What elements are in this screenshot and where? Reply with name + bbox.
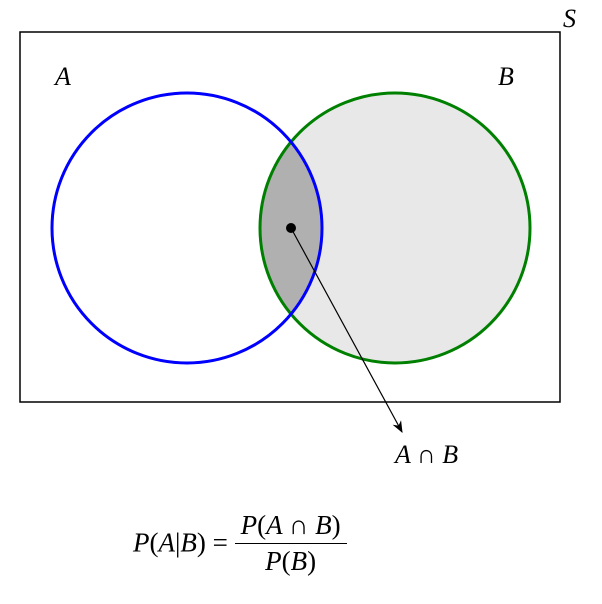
set-b-label: B [498,62,514,92]
formula-lhs: P(A|B) = [133,528,235,558]
intersection-label-text: A ∩ B [395,440,458,469]
conditional-probability-formula: P(A|B) = P(A ∩ B) P(B) [133,512,347,579]
set-a-label: A [55,62,71,92]
formula-numerator: P(A ∩ B) [235,510,347,544]
formula-denominator: P(B) [235,544,347,577]
intersection-dot [286,223,296,233]
sample-space-label: S [563,4,576,34]
intersection-label: A ∩ B [395,440,458,470]
formula-fraction: P(A ∩ B) P(B) [235,510,347,577]
venn-diagram-container: S A B A ∩ B P(A|B) = P(A ∩ B) P(B) [0,0,602,604]
